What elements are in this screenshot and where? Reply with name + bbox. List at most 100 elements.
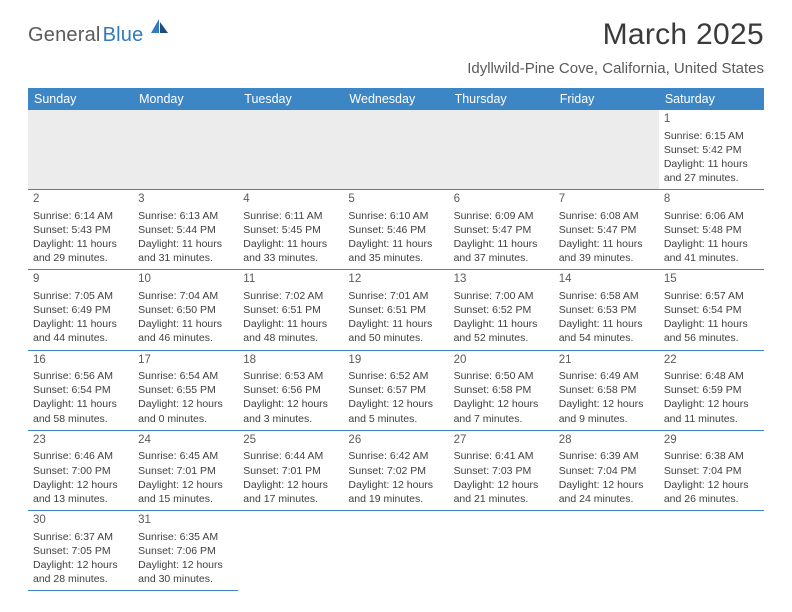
sunset-line: Sunset: 7:00 PM <box>33 464 128 478</box>
day-number: 24 <box>138 433 233 449</box>
daylight-line: Daylight: 11 hours and 50 minutes. <box>348 317 443 345</box>
sunset-line: Sunset: 7:01 PM <box>138 464 233 478</box>
sunset-line: Sunset: 5:42 PM <box>664 143 759 157</box>
sunrise-line: Sunrise: 6:45 AM <box>138 449 233 463</box>
day-cell: 23Sunrise: 6:46 AMSunset: 7:00 PMDayligh… <box>28 430 133 510</box>
day-cell: 29Sunrise: 6:38 AMSunset: 7:04 PMDayligh… <box>659 430 764 510</box>
logo-text-general: General <box>28 24 101 47</box>
sunset-line: Sunset: 6:58 PM <box>454 383 549 397</box>
day-number: 23 <box>33 433 128 449</box>
sunrise-line: Sunrise: 6:08 AM <box>559 209 654 223</box>
daylight-line: Daylight: 12 hours and 17 minutes. <box>243 478 338 506</box>
sunset-line: Sunset: 7:04 PM <box>664 464 759 478</box>
calendar-row: 2Sunrise: 6:14 AMSunset: 5:43 PMDaylight… <box>28 190 764 270</box>
sail-icon <box>149 17 171 42</box>
sunset-line: Sunset: 5:46 PM <box>348 223 443 237</box>
daylight-line: Daylight: 12 hours and 26 minutes. <box>664 478 759 506</box>
logo: General Blue <box>28 24 171 47</box>
day-number: 1 <box>664 112 759 128</box>
sunset-line: Sunset: 6:58 PM <box>559 383 654 397</box>
calendar-row: 30Sunrise: 6:37 AMSunset: 7:05 PMDayligh… <box>28 511 764 591</box>
empty-cell <box>554 110 659 190</box>
daylight-line: Daylight: 12 hours and 24 minutes. <box>559 478 654 506</box>
day-cell: 21Sunrise: 6:49 AMSunset: 6:58 PMDayligh… <box>554 350 659 430</box>
day-number: 10 <box>138 272 233 288</box>
sunrise-line: Sunrise: 6:35 AM <box>138 530 233 544</box>
sunrise-line: Sunrise: 6:50 AM <box>454 369 549 383</box>
empty-cell <box>28 110 133 190</box>
sunset-line: Sunset: 6:57 PM <box>348 383 443 397</box>
calendar-row: 16Sunrise: 6:56 AMSunset: 6:54 PMDayligh… <box>28 350 764 430</box>
daylight-line: Daylight: 12 hours and 19 minutes. <box>348 478 443 506</box>
sunrise-line: Sunrise: 6:14 AM <box>33 209 128 223</box>
sunrise-line: Sunrise: 6:39 AM <box>559 449 654 463</box>
day-number: 3 <box>138 192 233 208</box>
sunset-line: Sunset: 5:48 PM <box>664 223 759 237</box>
empty-cell <box>554 511 659 591</box>
sunrise-line: Sunrise: 6:46 AM <box>33 449 128 463</box>
day-cell: 17Sunrise: 6:54 AMSunset: 6:55 PMDayligh… <box>133 350 238 430</box>
day-cell: 19Sunrise: 6:52 AMSunset: 6:57 PMDayligh… <box>343 350 448 430</box>
daylight-line: Daylight: 12 hours and 3 minutes. <box>243 397 338 425</box>
empty-cell <box>449 511 554 591</box>
day-number: 4 <box>243 192 338 208</box>
day-cell: 18Sunrise: 6:53 AMSunset: 6:56 PMDayligh… <box>238 350 343 430</box>
day-cell: 26Sunrise: 6:42 AMSunset: 7:02 PMDayligh… <box>343 430 448 510</box>
sunset-line: Sunset: 7:04 PM <box>559 464 654 478</box>
day-cell: 28Sunrise: 6:39 AMSunset: 7:04 PMDayligh… <box>554 430 659 510</box>
sunrise-line: Sunrise: 6:56 AM <box>33 369 128 383</box>
day-number: 21 <box>559 353 654 369</box>
sunset-line: Sunset: 6:53 PM <box>559 303 654 317</box>
daylight-line: Daylight: 11 hours and 33 minutes. <box>243 237 338 265</box>
sunrise-line: Sunrise: 6:42 AM <box>348 449 443 463</box>
day-number: 9 <box>33 272 128 288</box>
sunset-line: Sunset: 5:47 PM <box>454 223 549 237</box>
day-cell: 25Sunrise: 6:44 AMSunset: 7:01 PMDayligh… <box>238 430 343 510</box>
day-number: 13 <box>454 272 549 288</box>
daylight-line: Daylight: 12 hours and 0 minutes. <box>138 397 233 425</box>
sunset-line: Sunset: 6:55 PM <box>138 383 233 397</box>
day-cell: 22Sunrise: 6:48 AMSunset: 6:59 PMDayligh… <box>659 350 764 430</box>
day-cell: 8Sunrise: 6:06 AMSunset: 5:48 PMDaylight… <box>659 190 764 270</box>
day-cell: 12Sunrise: 7:01 AMSunset: 6:51 PMDayligh… <box>343 270 448 350</box>
sunrise-line: Sunrise: 6:49 AM <box>559 369 654 383</box>
weekday-header: Monday <box>133 88 238 110</box>
daylight-line: Daylight: 12 hours and 7 minutes. <box>454 397 549 425</box>
sunset-line: Sunset: 5:47 PM <box>559 223 654 237</box>
day-cell: 3Sunrise: 6:13 AMSunset: 5:44 PMDaylight… <box>133 190 238 270</box>
daylight-line: Daylight: 12 hours and 5 minutes. <box>348 397 443 425</box>
sunrise-line: Sunrise: 6:54 AM <box>138 369 233 383</box>
sunset-line: Sunset: 7:03 PM <box>454 464 549 478</box>
sunset-line: Sunset: 6:56 PM <box>243 383 338 397</box>
empty-cell <box>343 110 448 190</box>
daylight-line: Daylight: 12 hours and 21 minutes. <box>454 478 549 506</box>
daylight-line: Daylight: 11 hours and 27 minutes. <box>664 157 759 185</box>
sunrise-line: Sunrise: 7:00 AM <box>454 289 549 303</box>
day-number: 7 <box>559 192 654 208</box>
sunrise-line: Sunrise: 7:01 AM <box>348 289 443 303</box>
sunset-line: Sunset: 6:51 PM <box>348 303 443 317</box>
empty-cell <box>343 511 448 591</box>
daylight-line: Daylight: 11 hours and 29 minutes. <box>33 237 128 265</box>
sunrise-line: Sunrise: 6:52 AM <box>348 369 443 383</box>
daylight-line: Daylight: 12 hours and 13 minutes. <box>33 478 128 506</box>
daylight-line: Daylight: 11 hours and 46 minutes. <box>138 317 233 345</box>
day-cell: 6Sunrise: 6:09 AMSunset: 5:47 PMDaylight… <box>449 190 554 270</box>
day-number: 17 <box>138 353 233 369</box>
sunrise-line: Sunrise: 6:15 AM <box>664 129 759 143</box>
day-cell: 30Sunrise: 6:37 AMSunset: 7:05 PMDayligh… <box>28 511 133 591</box>
sunset-line: Sunset: 6:59 PM <box>664 383 759 397</box>
daylight-line: Daylight: 11 hours and 48 minutes. <box>243 317 338 345</box>
day-number: 2 <box>33 192 128 208</box>
day-number: 6 <box>454 192 549 208</box>
sunrise-line: Sunrise: 6:44 AM <box>243 449 338 463</box>
day-cell: 31Sunrise: 6:35 AMSunset: 7:06 PMDayligh… <box>133 511 238 591</box>
weekday-header: Tuesday <box>238 88 343 110</box>
day-number: 14 <box>559 272 654 288</box>
empty-cell <box>133 110 238 190</box>
day-cell: 7Sunrise: 6:08 AMSunset: 5:47 PMDaylight… <box>554 190 659 270</box>
day-number: 8 <box>664 192 759 208</box>
day-cell: 1Sunrise: 6:15 AMSunset: 5:42 PMDaylight… <box>659 110 764 190</box>
calendar-table: SundayMondayTuesdayWednesdayThursdayFrid… <box>28 88 764 591</box>
day-number: 27 <box>454 433 549 449</box>
